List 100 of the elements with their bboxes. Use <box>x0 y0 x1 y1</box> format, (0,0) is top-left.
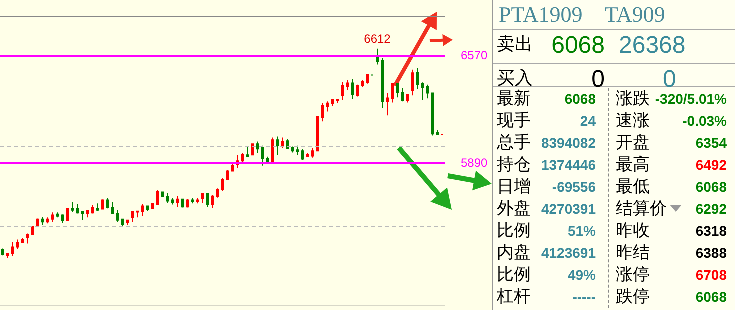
candlestick <box>411 69 414 96</box>
text: 内盘 <box>497 242 531 264</box>
y-tick-label: 6570 <box>461 48 488 62</box>
candlestick <box>186 198 189 208</box>
text: 6354 <box>696 134 727 153</box>
text: 昨收 <box>616 220 650 242</box>
candlestick <box>16 239 19 250</box>
annotation: 6612 <box>364 32 392 46</box>
candlestick <box>286 138 289 150</box>
candlestick <box>126 220 129 226</box>
candlestick <box>11 242 14 257</box>
text: 49% <box>568 266 596 285</box>
text: 卖出 <box>497 34 533 56</box>
candlestick <box>386 92 389 116</box>
candlestick <box>346 79 349 92</box>
text: 1374446 <box>541 156 596 175</box>
candlestick <box>21 238 24 244</box>
text: 速涨 <box>616 110 650 132</box>
candlestick <box>311 148 314 158</box>
candlestick <box>246 146 249 158</box>
candlestick <box>256 141 259 154</box>
text: -69556 <box>552 178 596 197</box>
candlestick <box>351 78 354 100</box>
text: 24 <box>580 112 596 131</box>
candlestick <box>31 226 34 236</box>
candlestick <box>46 217 49 224</box>
candlestick <box>231 163 234 172</box>
text: 6068 <box>696 288 727 307</box>
text: 外盘 <box>497 198 531 220</box>
text: 最低 <box>616 176 650 198</box>
candlestick <box>161 192 164 198</box>
candlestick <box>291 146 294 154</box>
candlestick <box>121 218 124 227</box>
candlestick <box>61 214 64 224</box>
candlestick <box>96 203 99 212</box>
candlestick <box>156 190 159 206</box>
candlestick <box>396 82 399 98</box>
candlestick <box>6 253 9 259</box>
candlestick <box>366 74 369 84</box>
candlestick <box>71 202 74 212</box>
text: 买入 <box>497 68 533 90</box>
candlestick <box>301 148 304 161</box>
candlestick <box>266 156 269 164</box>
candlestick <box>271 137 274 164</box>
candlestick <box>176 196 179 208</box>
candlestick <box>91 204 94 214</box>
text: 涨停 <box>616 264 650 286</box>
text: 26368 <box>619 32 686 60</box>
text: 最高 <box>616 154 650 176</box>
text: 6068 <box>552 32 605 60</box>
candlestick <box>56 212 59 218</box>
candlestick <box>206 192 209 208</box>
candlestick <box>321 102 324 122</box>
candlestick <box>401 88 404 102</box>
candlestick <box>116 210 119 223</box>
candlestick <box>201 192 204 204</box>
y-tick-label: 5890 <box>461 156 488 170</box>
text: 6068 <box>696 178 727 197</box>
text: 6388 <box>696 244 727 263</box>
text: 6318 <box>696 222 727 241</box>
candlestick <box>341 82 344 101</box>
candlestick <box>376 48 379 66</box>
text: 6708 <box>696 266 727 285</box>
text: 51% <box>568 222 596 241</box>
candlestick <box>431 92 434 136</box>
candlestick <box>426 84 429 100</box>
candlestick <box>331 98 334 107</box>
text: 4270391 <box>541 200 596 219</box>
candlestick <box>316 116 319 152</box>
candlestick <box>141 204 144 217</box>
text: PTA1909 <box>499 2 583 27</box>
candlestick <box>421 82 424 101</box>
text: 8394082 <box>541 134 596 153</box>
candlestick <box>111 202 114 215</box>
text: 4123691 <box>541 244 596 263</box>
candlestick <box>86 210 89 218</box>
text: 现手 <box>497 110 531 132</box>
candlestick <box>436 130 439 136</box>
text: 比例 <box>497 264 531 286</box>
text: 杠杆 <box>497 286 531 308</box>
text: 最新 <box>497 88 531 110</box>
candlestick <box>106 198 109 210</box>
candlestick <box>391 82 394 104</box>
candlestick <box>211 194 214 209</box>
text: 6492 <box>696 156 727 175</box>
candlestick <box>241 153 244 164</box>
candlestick <box>196 198 199 204</box>
candlestick <box>306 153 309 158</box>
candlestick <box>406 94 409 104</box>
candlestick <box>416 68 419 90</box>
candlestick <box>76 204 79 214</box>
text: 比例 <box>497 220 531 242</box>
text: 涨跌 <box>616 88 650 110</box>
text: 持仓 <box>497 154 531 176</box>
candlestick <box>326 101 329 112</box>
candlestick <box>381 58 384 109</box>
text: 结算价 <box>616 198 668 220</box>
candlestick <box>101 199 104 210</box>
candlestick <box>356 84 359 98</box>
candlestick <box>251 144 254 156</box>
